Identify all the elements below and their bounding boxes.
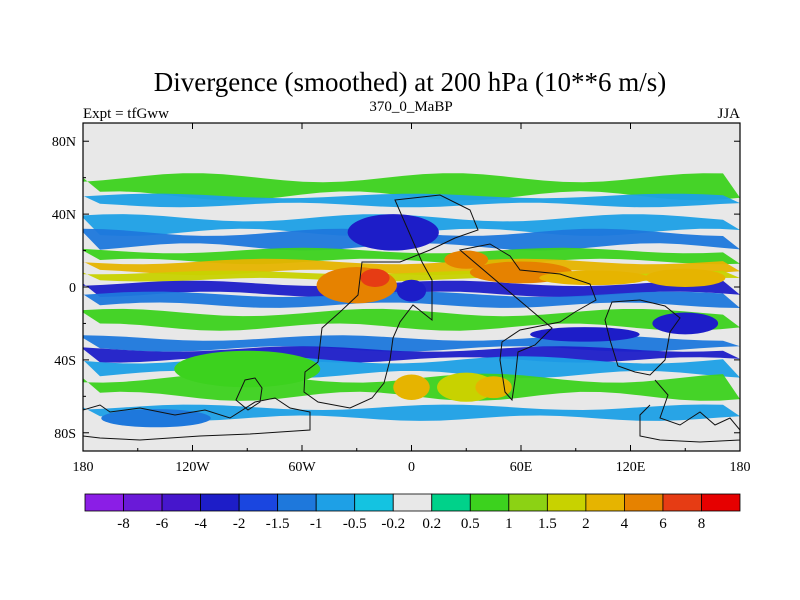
colorbar-label: -1.5 — [266, 516, 290, 532]
divergence-feature-14 — [475, 376, 512, 399]
colorbar-box-2 — [123, 493, 163, 512]
colorbar-label: 2 — [582, 516, 590, 532]
divergence-feature-8 — [530, 327, 640, 342]
colorbar-label: -0.2 — [381, 516, 405, 532]
colorbar-label: 6 — [659, 516, 667, 532]
colorbar-box-11 — [469, 493, 510, 512]
colorbar-label: 0.5 — [461, 516, 480, 532]
season-label: JJA — [717, 106, 740, 122]
divergence-band-15 — [83, 404, 740, 421]
divergence-feature-5 — [539, 270, 649, 286]
divergence-feature-11 — [174, 350, 321, 388]
divergence-feature-2 — [360, 268, 390, 287]
colorbar-box-14 — [585, 493, 625, 512]
time-label: 370_0_MaBP — [369, 99, 452, 115]
colorbar: -8 -6 -4 -2 -1.5 -1 -0.5 -0.2 0.2 0.5 1 1.5 2 4 6 8 — [84, 493, 741, 532]
x-tick-label: 180 — [730, 460, 751, 475]
colorbar-box-4 — [200, 493, 240, 512]
divergence-field — [83, 173, 740, 428]
colorbar-label: -4 — [194, 516, 207, 532]
divergence-band-2 — [83, 193, 740, 208]
divergence-band-1 — [83, 173, 740, 201]
coastlines — [83, 194, 740, 443]
x-tick-label: 120E — [616, 460, 646, 475]
colorbar-box-9 — [392, 493, 433, 512]
colorbar-box-1 — [84, 493, 124, 512]
coastline-antarctica-west — [83, 397, 311, 441]
colorbar-box-13 — [546, 493, 587, 512]
coastline-australia — [604, 299, 681, 376]
chart-title: Divergence (smoothed) at 200 hPa (10**6 … — [154, 67, 666, 97]
colorbar-box-17 — [701, 493, 741, 512]
x-tick-label: 60W — [288, 460, 316, 475]
colorbar-label: 1.5 — [538, 516, 557, 532]
x-tick-label: 0 — [408, 460, 415, 475]
colorbar-box-15 — [624, 493, 664, 512]
divergence-feature-7 — [396, 279, 427, 302]
colorbar-label: -2 — [233, 516, 246, 532]
divergence-feature-10 — [347, 214, 439, 251]
y-tick-label: 80S — [54, 427, 76, 442]
colorbar-label: 4 — [621, 516, 629, 532]
colorbar-box-10 — [431, 493, 471, 512]
colorbar-box-7 — [315, 493, 356, 512]
y-tick-label: 40S — [54, 354, 76, 369]
divergence-feature-6 — [645, 268, 726, 287]
colorbar-label: 1 — [505, 516, 513, 532]
x-tick-label: 60E — [510, 460, 533, 475]
coastline-africa — [458, 243, 597, 402]
coastline-antarctic-peninsula — [235, 377, 263, 411]
divergence-feature-9 — [652, 312, 719, 335]
coastline-americas — [303, 194, 479, 409]
x-tick-label: 180 — [73, 460, 94, 475]
colorbar-label: 8 — [698, 516, 706, 532]
divergence-feature-4 — [444, 250, 489, 269]
colorbar-label: 0.2 — [422, 516, 441, 532]
colorbar-box-8 — [354, 493, 394, 512]
colorbar-label: -8 — [117, 516, 130, 532]
colorbar-box-6 — [277, 493, 317, 512]
divergence-band-10 — [83, 308, 740, 331]
colorbar-label: -1 — [310, 516, 323, 532]
y-tick-label: 80N — [52, 135, 76, 150]
y-tick-label: 0 — [69, 281, 76, 296]
colorbar-box-12 — [508, 493, 548, 512]
axes: 180 120W 60W 0 60E 120E 180 80N 40N 0 40S 80S — [52, 123, 751, 475]
experiment-label: Expt = tfGww — [83, 106, 169, 122]
colorbar-box-3 — [161, 493, 201, 512]
colorbar-box-5 — [238, 493, 279, 512]
colorbar-label: -0.5 — [343, 516, 367, 532]
colorbar-box-16 — [662, 493, 702, 512]
x-tick-label: 120W — [175, 460, 210, 475]
divergence-feature-13 — [393, 374, 430, 400]
colorbar-label: -6 — [156, 516, 169, 532]
y-tick-label: 40N — [52, 208, 76, 223]
divergence-band-12 — [83, 346, 740, 363]
coastline-antarctica-east — [639, 379, 740, 443]
